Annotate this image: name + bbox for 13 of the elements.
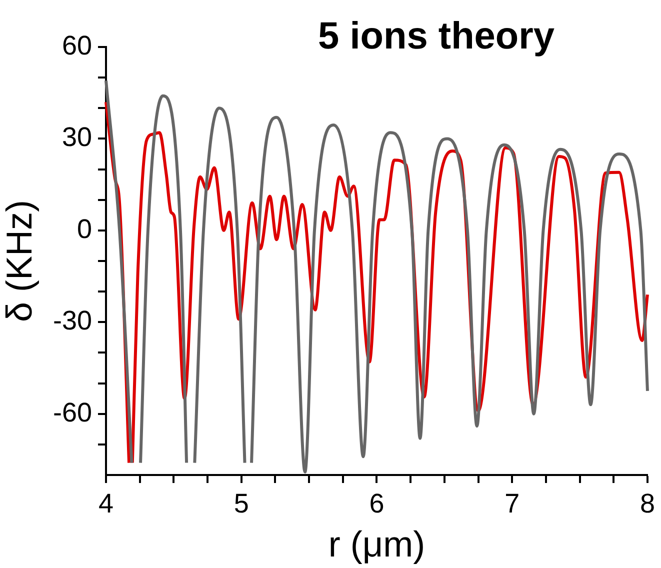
x-tick-label: 6 — [369, 488, 384, 519]
y-tick-label: -60 — [52, 397, 92, 428]
x-tick-label: 8 — [640, 488, 656, 519]
chart-title: 5 ions theory — [318, 15, 555, 58]
x-tick-label: 5 — [234, 488, 249, 519]
x-axis-title: r (μm) — [328, 523, 426, 564]
x-tick-label: 4 — [98, 488, 114, 519]
y-axis-title: δ (KHz) — [0, 200, 40, 322]
y-tick-label: 0 — [76, 214, 92, 244]
y-tick-label: 60 — [62, 30, 92, 60]
y-tick-label: -30 — [52, 306, 92, 336]
y-tick-label: 30 — [62, 122, 92, 152]
x-tick-label: 7 — [504, 488, 520, 519]
